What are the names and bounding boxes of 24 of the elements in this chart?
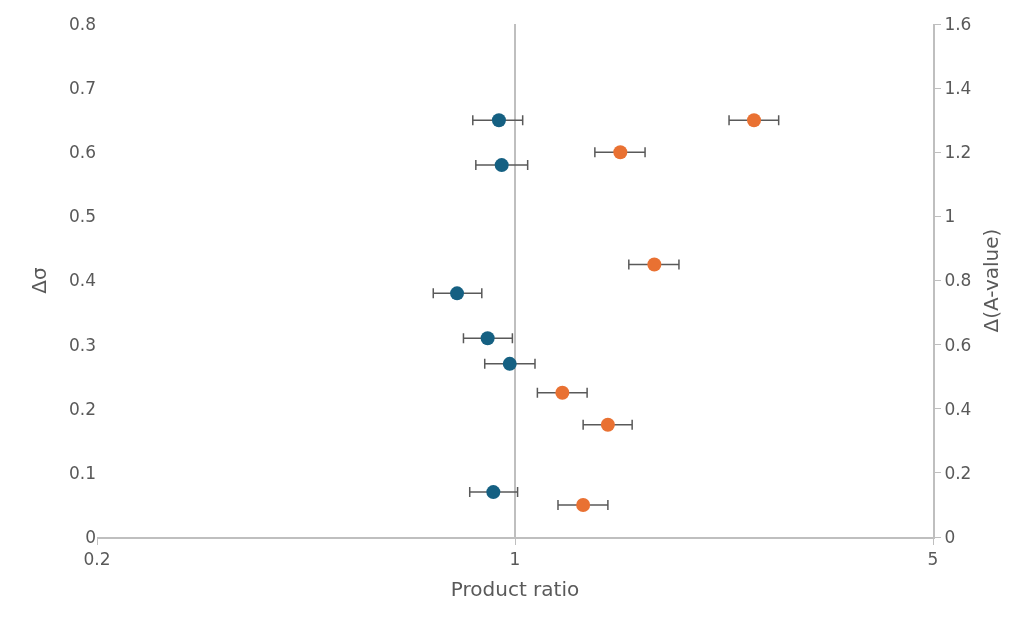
y2-tick-label: 0.4	[944, 398, 972, 419]
y-tick-label: 0.1	[68, 462, 96, 483]
x-tick-label: 5	[927, 549, 939, 570]
x-tick-label: 1	[509, 549, 521, 570]
y2-tick-label: 1.2	[944, 142, 972, 163]
y-tick-label: 0.8	[68, 13, 96, 34]
y-tick-label: 0.2	[68, 398, 96, 419]
y-tick-label: 0.5	[68, 206, 96, 227]
y2-tick-label: 1.4	[944, 78, 972, 99]
y-tick-label: 0.4	[68, 270, 96, 291]
y-tick-label: 0	[85, 526, 96, 547]
y2-tick-label: 0.2	[944, 462, 972, 483]
y-tick-label: 0.6	[68, 142, 96, 163]
y2-tick-label: 1	[944, 206, 956, 227]
y2-axis-title: Δ(A-value)	[979, 228, 1004, 333]
x-tick-label: 0.2	[83, 549, 111, 570]
y2-tick-label: 1.6	[944, 13, 972, 34]
x-axis-title: Product ratio	[450, 577, 580, 602]
y2-tick-label: 0.6	[944, 334, 972, 355]
y2-tick-label: 0.8	[944, 270, 972, 291]
y-axis-title: Δσ	[27, 267, 52, 294]
y-tick-label: 0.3	[68, 334, 96, 355]
y2-tick-label: 0	[944, 526, 956, 547]
y-tick-label: 0.7	[68, 78, 96, 99]
